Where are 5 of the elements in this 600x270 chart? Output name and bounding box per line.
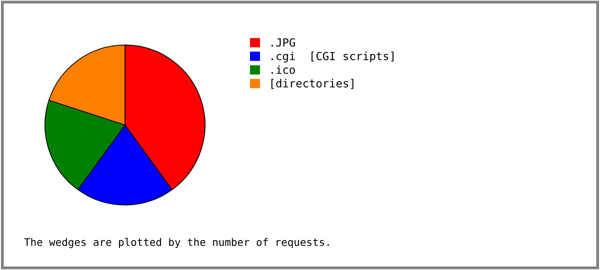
legend-label: .cgi [CGI scripts] bbox=[272, 52, 394, 62]
text: The wedges are plotted by the number of requests. bbox=[24, 238, 329, 248]
legend-label: [directories] bbox=[271, 78, 354, 89]
legend-label: .ico bbox=[272, 65, 295, 74]
legend-label: .JPG bbox=[272, 38, 295, 47]
